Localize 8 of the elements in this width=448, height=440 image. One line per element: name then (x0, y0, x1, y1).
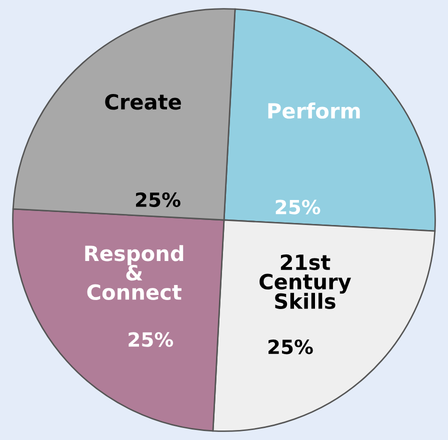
slice-label: Respond & Connect (85, 245, 184, 300)
slice-label: 21st Century Skills (260, 254, 352, 310)
slice-label: Create (105, 94, 181, 110)
data-label: 25% (136, 192, 180, 208)
slice-label: Perform (268, 102, 360, 119)
data-label: 25% (276, 200, 320, 214)
data-label: 25% (128, 332, 174, 347)
data-label: 25% (268, 340, 313, 354)
